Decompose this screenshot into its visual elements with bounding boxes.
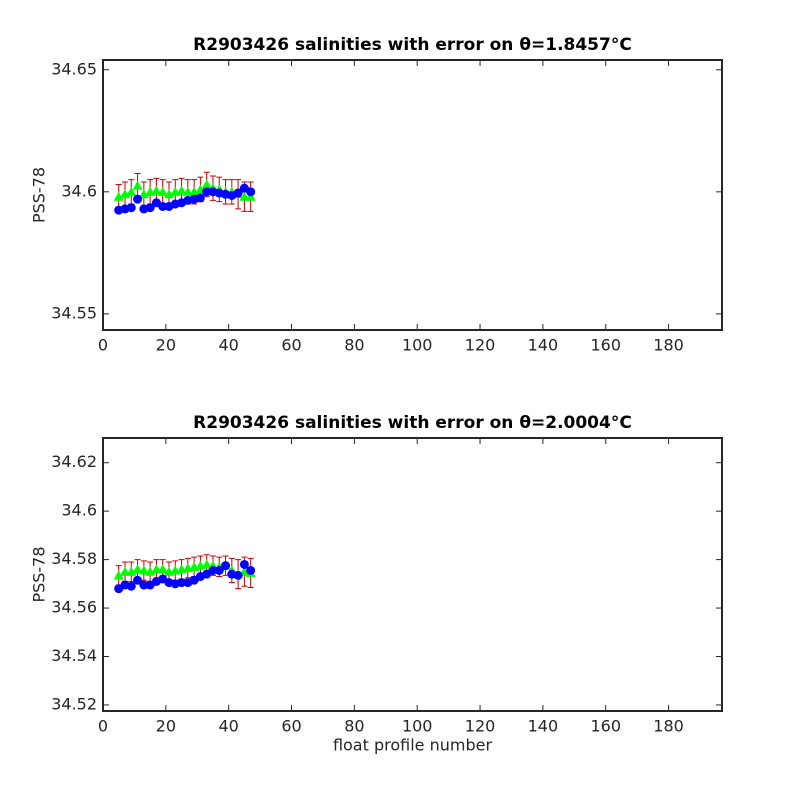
axes-box: [102, 437, 723, 712]
axes-box: [102, 59, 723, 331]
y-tick-label: 34.62: [51, 452, 97, 471]
x-tick-label: 140: [528, 336, 559, 355]
circle-marker: [133, 194, 143, 204]
x-tick-label: 120: [465, 336, 496, 355]
chart-title: R2903426 salinities with error on θ=2.00…: [193, 413, 632, 433]
y-tick-label: 34.54: [51, 646, 97, 665]
circle-marker: [195, 193, 205, 203]
circle-marker: [239, 559, 249, 569]
x-tick-label: 100: [402, 717, 433, 736]
y-axis-label: PSS-78: [30, 167, 49, 223]
circle-marker: [246, 566, 256, 576]
x-tick-label: 60: [281, 717, 301, 736]
triangle-marker: [113, 191, 124, 201]
x-tick-label: 0: [98, 717, 108, 736]
triangle-marker: [113, 570, 124, 580]
y-axis-label: PSS-78: [30, 546, 49, 602]
x-tick-label: 80: [344, 336, 364, 355]
x-tick-label: 140: [528, 717, 559, 736]
triangle-marker: [157, 564, 168, 574]
x-tick-label: 40: [219, 336, 239, 355]
x-tick-label: 40: [219, 717, 239, 736]
x-tick-label: 180: [653, 336, 684, 355]
circle-marker: [158, 201, 168, 211]
circle-marker: [233, 188, 243, 198]
triangle-marker: [126, 186, 137, 196]
y-tick-label: 34.6: [61, 181, 97, 200]
triangle-marker: [119, 566, 130, 576]
triangle-marker: [176, 185, 187, 195]
triangle-marker: [163, 189, 174, 199]
triangle-marker: [201, 179, 212, 189]
y-tick-label: 34.58: [51, 549, 97, 568]
circle-marker: [133, 575, 143, 585]
circle-marker: [177, 578, 187, 588]
circle-marker: [126, 203, 136, 213]
triangle-marker: [132, 564, 143, 574]
circle-marker: [214, 566, 224, 576]
triangle-marker: [239, 191, 250, 201]
circle-marker: [145, 203, 155, 213]
y-tick-label: 34.55: [51, 303, 97, 322]
chart-title: R2903426 salinities with error on θ=1.84…: [193, 35, 632, 55]
triangle-marker: [119, 189, 130, 199]
y-tick-label: 34.52: [51, 694, 97, 713]
triangle-marker: [189, 186, 200, 196]
triangle-marker: [126, 566, 137, 576]
circle-marker: [139, 580, 149, 590]
triangle-marker: [201, 559, 212, 569]
x-tick-label: 20: [156, 336, 176, 355]
y-tick-label: 34.56: [51, 598, 97, 617]
triangle-marker: [138, 565, 149, 575]
circle-marker: [208, 566, 218, 576]
triangle-marker: [157, 186, 168, 196]
circle-marker: [126, 581, 136, 591]
triangle-marker: [145, 566, 156, 576]
triangle-marker: [151, 564, 162, 574]
x-tick-label: 100: [402, 336, 433, 355]
x-tick-label: 60: [281, 336, 301, 355]
y-tick-label: 34.65: [51, 59, 97, 78]
triangle-marker: [151, 185, 162, 195]
x-tick-label: 180: [653, 717, 684, 736]
x-tick-label: 160: [590, 717, 621, 736]
circle-marker: [233, 570, 243, 580]
triangle-marker: [138, 189, 149, 199]
y-tick-label: 34.6: [61, 501, 97, 520]
circle-marker: [221, 561, 231, 571]
x-axis-label: float profile number: [333, 736, 493, 755]
x-tick-label: 0: [98, 336, 108, 355]
x-tick-label: 160: [590, 336, 621, 355]
triangle-marker: [132, 180, 143, 190]
circle-marker: [202, 187, 212, 197]
x-tick-label: 20: [156, 717, 176, 736]
triangle-marker: [182, 186, 193, 196]
circle-marker: [246, 187, 256, 197]
x-tick-label: 80: [344, 717, 364, 736]
x-tick-label: 120: [465, 717, 496, 736]
